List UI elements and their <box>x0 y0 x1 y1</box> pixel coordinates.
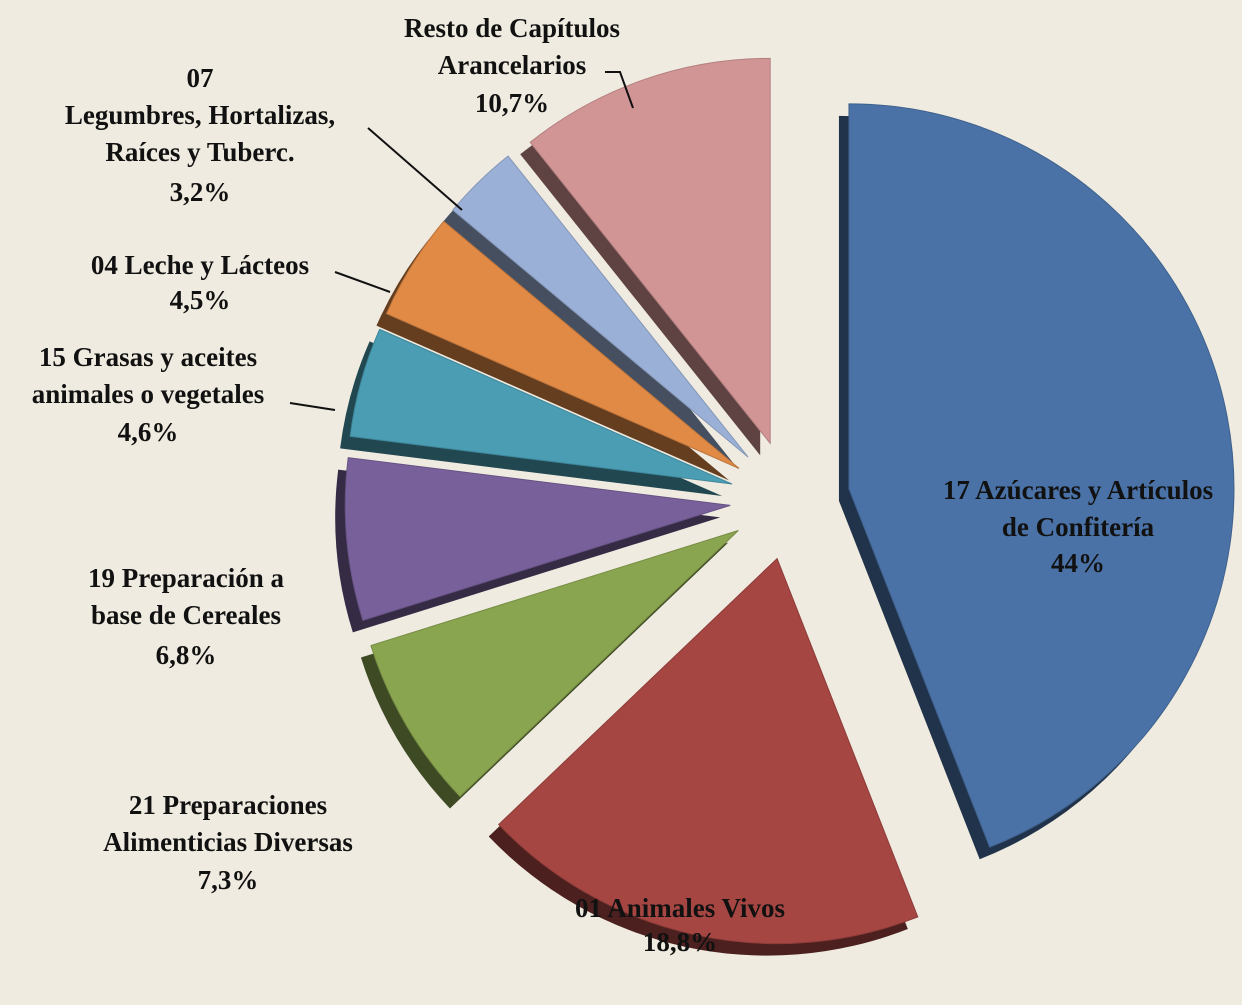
category-label: 04 Leche y Lácteos <box>90 250 310 280</box>
slice <box>848 103 1235 848</box>
leader-line <box>289 402 336 411</box>
slice <box>349 328 733 485</box>
category-label: 07 Legumbres, Hortalizas, Raíces y Tuber… <box>64 63 336 167</box>
category-label: 01 Animales Vivos <box>574 893 786 923</box>
value-label: 3,2% <box>169 177 231 207</box>
value-label: 18,8% <box>642 927 718 957</box>
category-label: 19 Preparación a base de Cereales <box>88 563 284 630</box>
slice <box>498 557 919 945</box>
value-label: 4,5% <box>169 285 231 315</box>
slice <box>370 530 739 798</box>
value-label: 7,3% <box>197 865 259 895</box>
value-label: 4,6% <box>117 417 179 447</box>
category-label: 17 Azúcares y Artículos de Confitería <box>942 475 1214 542</box>
value-label: 6,8% <box>155 640 217 670</box>
slice <box>529 57 771 445</box>
leader-line <box>367 127 463 211</box>
slice <box>344 457 731 622</box>
slice <box>452 155 749 458</box>
value-label: 10,7% <box>474 88 550 118</box>
category-label: 15 Grasas y aceites animales o vegetales <box>31 342 265 409</box>
category-label: Resto de Capítulos Arancelarios <box>403 13 621 80</box>
leader-line <box>334 271 391 293</box>
leader-line <box>605 71 634 109</box>
category-label: 21 Preparaciones Alimenticias Diversas <box>103 790 353 857</box>
value-label: 44% <box>1051 548 1105 578</box>
slice <box>385 220 740 469</box>
